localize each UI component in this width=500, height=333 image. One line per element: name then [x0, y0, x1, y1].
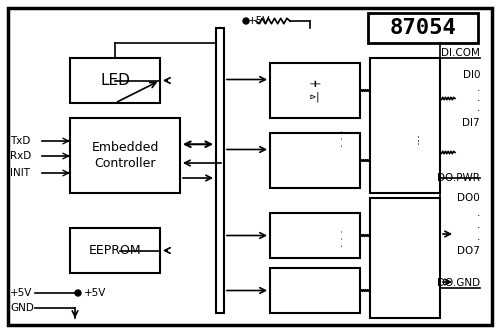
Text: DO.GND: DO.GND: [437, 278, 480, 288]
Text: ⊣⊢
⊳|: ⊣⊢ ⊳|: [309, 80, 321, 102]
Text: .: .: [476, 208, 480, 218]
Text: .: .: [476, 220, 480, 230]
Bar: [70, 118, 180, 193]
Text: GND: GND: [10, 303, 34, 313]
Bar: [270, 213, 360, 258]
Text: .: .: [476, 93, 480, 103]
Text: 87054: 87054: [390, 18, 456, 38]
Text: .: .: [476, 103, 480, 113]
Bar: [370, 58, 440, 193]
Text: +5V: +5V: [84, 288, 106, 298]
Text: INIT: INIT: [10, 168, 30, 178]
Text: DO0: DO0: [457, 193, 480, 203]
Circle shape: [75, 290, 81, 296]
Bar: [70, 58, 160, 103]
Text: DO.PWR: DO.PWR: [437, 173, 480, 183]
Text: +5V: +5V: [248, 16, 270, 26]
Text: . . .: . . .: [335, 129, 345, 147]
Text: DI7: DI7: [462, 118, 480, 128]
Bar: [270, 63, 360, 118]
Circle shape: [243, 18, 249, 24]
Bar: [368, 13, 478, 43]
Text: RxD: RxD: [10, 151, 31, 161]
Text: TxD: TxD: [10, 136, 30, 146]
Text: .: .: [476, 232, 480, 242]
Bar: [270, 133, 360, 188]
Text: Controller: Controller: [94, 157, 156, 170]
Bar: [216, 28, 224, 313]
Text: Embedded: Embedded: [92, 141, 158, 154]
Text: . . .: . . .: [335, 229, 345, 247]
Text: EEPROM: EEPROM: [88, 244, 142, 257]
Bar: [270, 268, 360, 313]
Bar: [370, 198, 440, 318]
Text: DI0: DI0: [462, 70, 480, 80]
Bar: [70, 228, 160, 273]
Text: +5V: +5V: [10, 288, 32, 298]
Text: ...: ...: [408, 132, 422, 144]
Text: .: .: [476, 83, 480, 93]
Text: DO7: DO7: [457, 246, 480, 256]
Text: DI.COM: DI.COM: [441, 48, 480, 58]
Text: LED: LED: [100, 73, 130, 88]
